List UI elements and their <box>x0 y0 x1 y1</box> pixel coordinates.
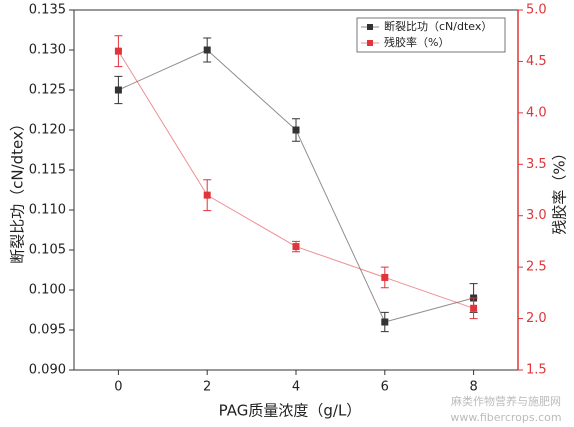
y-tick-label: 0.105 <box>29 243 66 258</box>
y-tick-label: 0.115 <box>29 163 66 178</box>
watermark: www.fibercrops.com <box>450 411 561 424</box>
watermark: 麻类作物营养与施肥网 <box>451 394 561 408</box>
y2-tick-label: 3.5 <box>526 157 547 172</box>
legend-label: 断裂比功（cN/dtex） <box>384 19 492 33</box>
y-tick-label: 0.090 <box>29 363 66 378</box>
y-tick-label: 0.095 <box>29 323 66 338</box>
y-axis-label: 断裂比功（cN/dtex） <box>9 116 27 264</box>
marker <box>292 126 300 134</box>
series-line <box>118 49 474 323</box>
marker <box>470 304 478 312</box>
marker <box>381 273 389 281</box>
marker <box>381 318 389 326</box>
marker <box>292 243 300 251</box>
y-tick-label: 0.130 <box>29 43 66 58</box>
y2-tick-label: 4.5 <box>526 54 547 69</box>
y2-tick-label: 1.5 <box>526 363 547 378</box>
y-tick-label: 0.135 <box>29 3 66 18</box>
marker <box>203 191 211 199</box>
y2-tick-label: 3.0 <box>526 208 547 223</box>
y-tick-label: 0.100 <box>29 283 66 298</box>
y2-tick-label: 2.5 <box>526 260 547 275</box>
legend-marker <box>367 40 373 46</box>
legend-marker <box>367 24 373 30</box>
marker <box>114 86 122 94</box>
x-axis-label: PAG质量浓度（g/L） <box>219 402 362 420</box>
y2-axis-label: 残胶率（%） <box>551 145 569 234</box>
y2-tick-label: 2.0 <box>526 311 547 326</box>
plot-frame <box>73 9 519 371</box>
y-tick-label: 0.120 <box>29 123 66 138</box>
series-line <box>117 50 474 309</box>
y-tick-label: 0.125 <box>29 83 66 98</box>
marker <box>203 46 211 54</box>
x-tick-label: 4 <box>292 380 300 395</box>
x-tick-label: 0 <box>114 380 122 395</box>
legend-box <box>356 17 506 53</box>
marker <box>114 47 122 55</box>
y2-tick-label: 5.0 <box>526 3 547 18</box>
y2-tick-label: 4.0 <box>526 105 547 120</box>
y-tick-label: 0.110 <box>29 203 66 218</box>
x-tick-label: 6 <box>381 380 389 395</box>
legend-label: 残胶率（%） <box>384 35 449 49</box>
x-tick-label: 2 <box>203 380 211 395</box>
x-tick-label: 8 <box>469 380 477 395</box>
